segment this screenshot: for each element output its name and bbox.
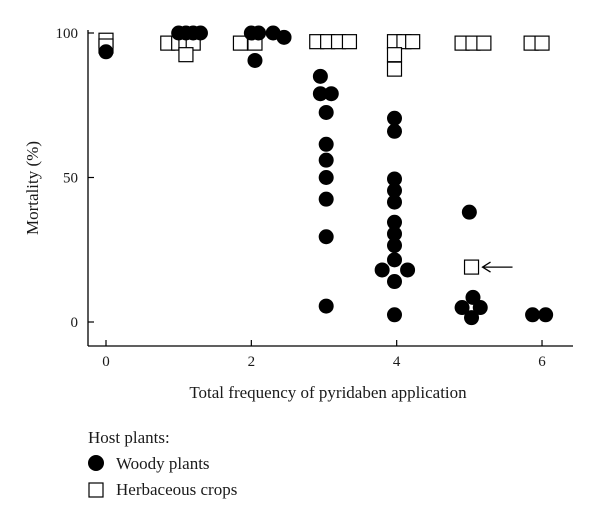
legend-title: Host plants: xyxy=(88,428,170,447)
herbaceous-crops-point-17 xyxy=(386,61,403,77)
arrow-head xyxy=(481,261,491,273)
woody-plants-point-18 xyxy=(318,229,334,245)
y-tick-label-50: 50 xyxy=(63,171,78,187)
woody-plants-point-13 xyxy=(318,104,334,120)
arrow-annotation-0 xyxy=(481,261,513,273)
woody-plants-point-24 xyxy=(386,194,402,210)
annotations xyxy=(481,261,513,273)
herbaceous-crops-point-7 xyxy=(232,35,249,51)
herbaceous-crops-point-15 xyxy=(405,34,421,50)
woody-plants-point-25 xyxy=(386,214,402,230)
woody-plants-point-4 xyxy=(192,25,208,41)
woody-plants-point-23 xyxy=(386,183,402,199)
woody-plants-point-0 xyxy=(98,44,114,60)
y-axis-label: Mortality (%) xyxy=(23,141,42,235)
woody-plants-point-36 xyxy=(472,300,488,316)
legend: Host plants: Woody plants Herbaceous cro… xyxy=(88,428,237,499)
woody-plants-point-22 xyxy=(386,171,402,187)
woody-plants-point-10 xyxy=(312,68,328,84)
woody-plants-point-31 xyxy=(386,274,402,290)
woody-plants-point-16 xyxy=(318,170,334,185)
woody-plants-point-14 xyxy=(318,136,334,152)
woody-plants-point-11 xyxy=(312,86,328,102)
legend-label-woody-plants: Woody plants xyxy=(116,454,210,473)
x-axis-label: Total frequency of pyridaben application xyxy=(189,383,467,402)
woody-plants-point-6 xyxy=(251,25,267,41)
herbaceous-crops-point-6 xyxy=(178,47,194,63)
legend-marker-herbaceous-crops xyxy=(88,482,104,498)
woody-plants-point-38 xyxy=(525,307,541,323)
x-tick-label-6: 6 xyxy=(538,354,546,370)
legend-marker-woody-plants xyxy=(88,455,104,471)
woody-plants-point-21 xyxy=(386,123,402,139)
woody-plants-point-26 xyxy=(386,226,402,242)
woody-plants-point-27 xyxy=(386,237,402,253)
woody-plants-point-9 xyxy=(247,52,263,68)
woody-plants-point-28 xyxy=(386,252,402,268)
y-axis: 0 50 100 Mortality (%) xyxy=(23,26,94,346)
woody-plants-point-8 xyxy=(276,29,292,45)
woody-plants-point-17 xyxy=(318,191,334,207)
woody-plants-point-12 xyxy=(323,86,339,102)
legend-label-herbaceous-crops: Herbaceous crops xyxy=(116,480,237,499)
woody-plants-point-29 xyxy=(374,262,390,278)
y-tick-label-0: 0 xyxy=(71,315,79,331)
x-tick-label-4: 4 xyxy=(393,354,401,370)
woody-plants-point-37 xyxy=(464,310,480,326)
y-tick-label-100: 100 xyxy=(56,26,79,42)
herbaceous-crops-point-22 xyxy=(534,35,550,51)
woody-plants-point-33 xyxy=(461,204,477,220)
woody-plants-point-39 xyxy=(538,307,554,323)
data-points xyxy=(98,25,554,326)
x-axis: 0 2 4 6 Total frequency of pyridaben applic… xyxy=(88,340,573,402)
woody-plants-point-30 xyxy=(400,262,416,278)
herbaceous-crops-point-12 xyxy=(341,34,358,50)
herbaceous-crops-point-20 xyxy=(476,35,492,51)
woody-plants-point-20 xyxy=(386,110,402,126)
woody-plants-point-15 xyxy=(318,152,334,168)
herbaceous-crops-point-23 xyxy=(463,259,480,275)
herbaceous-crops-point-16 xyxy=(386,47,403,63)
x-tick-label-2: 2 xyxy=(248,354,256,370)
woody-plants-point-19 xyxy=(318,298,334,314)
woody-plants-point-34 xyxy=(454,300,470,316)
x-tick-label-0: 0 xyxy=(102,354,110,370)
woody-plants-point-32 xyxy=(386,307,402,323)
